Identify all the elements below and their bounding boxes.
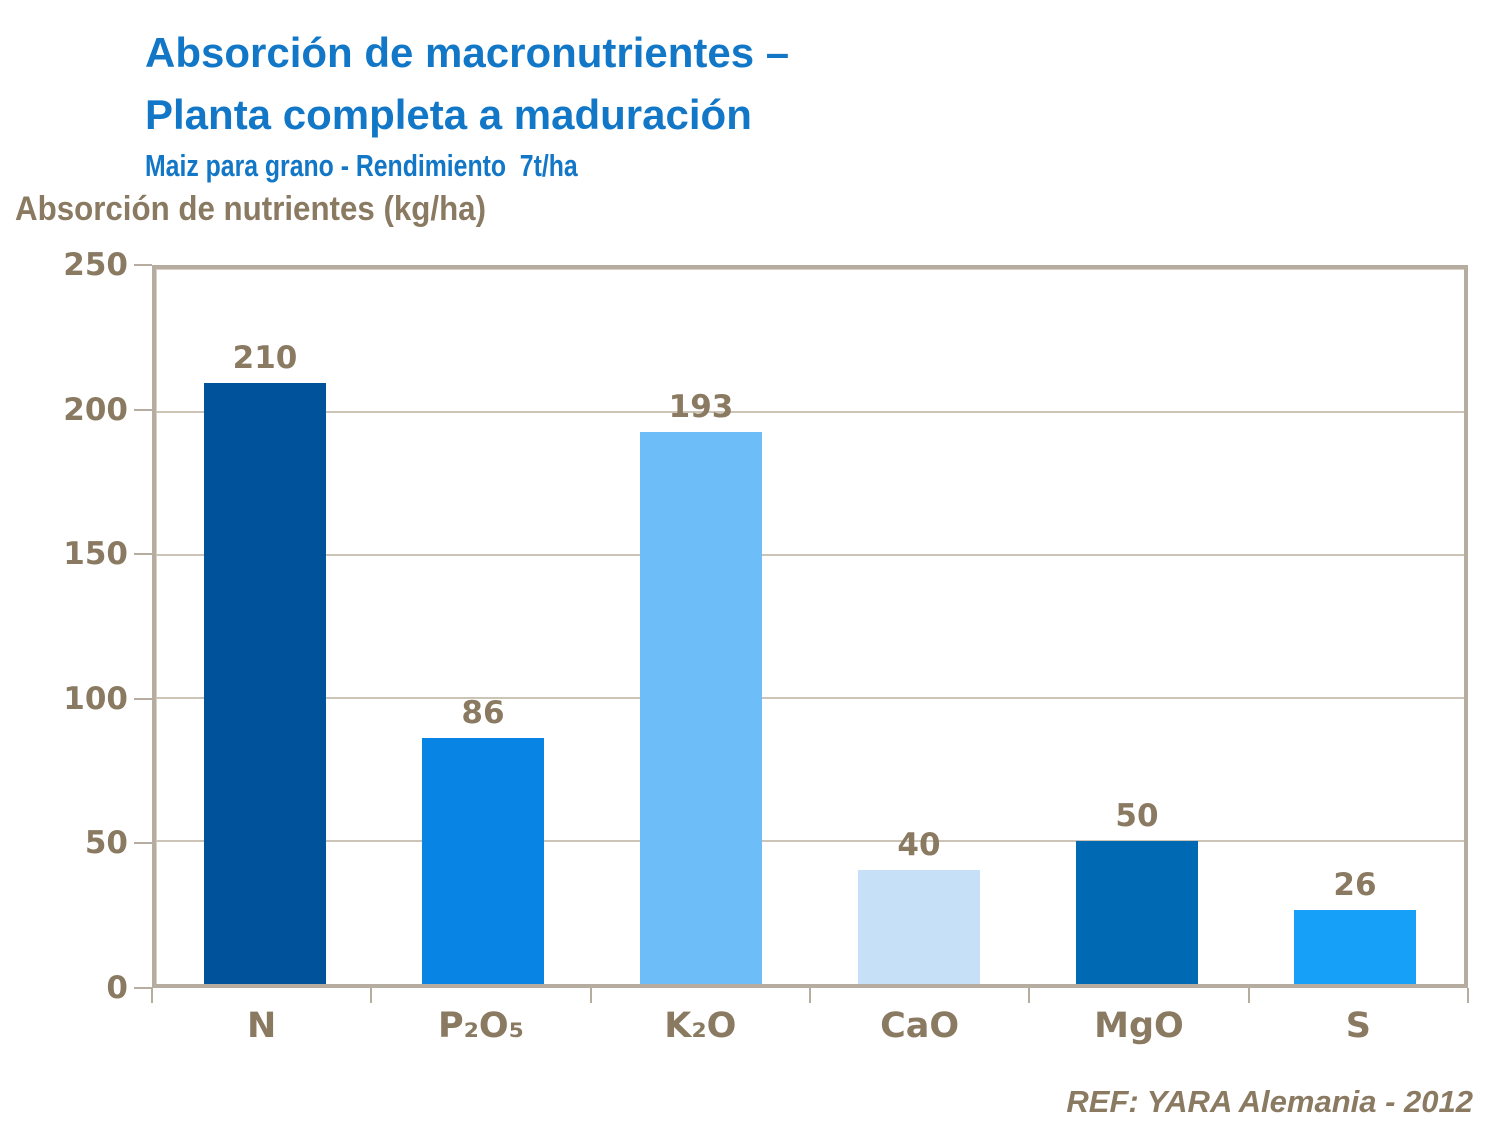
y-axis-tick-100 xyxy=(134,697,152,700)
y-axis-tick-50 xyxy=(134,842,152,845)
x-axis-tick-0 xyxy=(151,988,153,1003)
bar-value-K₂O: 193 xyxy=(668,389,734,426)
gridline-200 xyxy=(156,411,1464,413)
title-block: Absorción de macronutrientes – Planta co… xyxy=(145,22,789,186)
reference-note: REF: YARA Alemania - 2012 xyxy=(1066,1084,1473,1119)
x-axis-label-S: S xyxy=(1345,1006,1371,1046)
x-axis-label-MgO: MgO xyxy=(1094,1006,1184,1046)
bar-S xyxy=(1294,909,1416,984)
bar-value-N: 210 xyxy=(232,340,298,377)
y-axis-label-0: 0 xyxy=(106,970,128,1006)
bar-value-CaO: 40 xyxy=(897,826,941,863)
bar-MgO xyxy=(1076,841,1198,984)
x-axis-label-K₂O: K₂O xyxy=(664,1006,737,1046)
bar-K₂O xyxy=(640,432,762,984)
y-axis-label-200: 200 xyxy=(63,391,128,428)
x-axis-tick-5 xyxy=(1247,988,1250,1003)
bar-CaO xyxy=(858,869,980,984)
x-axis-tick-4 xyxy=(1028,988,1031,1003)
x-axis-tick-2 xyxy=(589,988,592,1003)
y-axis-label-150: 150 xyxy=(63,536,128,573)
x-axis-label-P₂O₅: P₂O₅ xyxy=(437,1006,525,1046)
bar-value-MgO: 50 xyxy=(1115,798,1159,834)
bar-P₂O₅ xyxy=(422,738,544,984)
bar-value-S: 26 xyxy=(1333,866,1377,903)
bar-value-P₂O₅: 86 xyxy=(461,695,505,732)
gridline-100 xyxy=(156,697,1464,699)
x-axis-label-N: N xyxy=(247,1006,277,1046)
y-axis-label-50: 50 xyxy=(84,825,128,862)
chart-main-title-line1: Absorción de macronutrientes – xyxy=(145,29,790,76)
y-axis-tick-0 xyxy=(134,987,152,989)
x-axis-tick-3 xyxy=(809,988,811,1003)
y-axis-tick-200 xyxy=(134,408,152,411)
y-axis-tick-250 xyxy=(134,264,152,266)
gridline-150 xyxy=(156,554,1464,556)
gridline-50 xyxy=(156,840,1464,842)
plot-area: 210 86 193 40 50 26 xyxy=(152,265,1468,988)
x-axis-tick-1 xyxy=(370,988,373,1003)
y-axis-label-250: 250 xyxy=(63,247,128,283)
y-axis-title: Absorción de nutrientes (kg/ha) xyxy=(15,190,486,228)
y-axis-tick-150 xyxy=(134,553,152,556)
x-axis-label-CaO: CaO xyxy=(880,1006,960,1046)
chart-main-title-line2: Planta completa a maduración xyxy=(145,91,752,138)
chart-subtitle: Maiz para grano - Rendimiento 7t/ha xyxy=(145,148,578,183)
bar-N xyxy=(204,383,326,984)
y-axis-label-100: 100 xyxy=(63,680,128,717)
x-axis-tick-6 xyxy=(1467,988,1469,1003)
